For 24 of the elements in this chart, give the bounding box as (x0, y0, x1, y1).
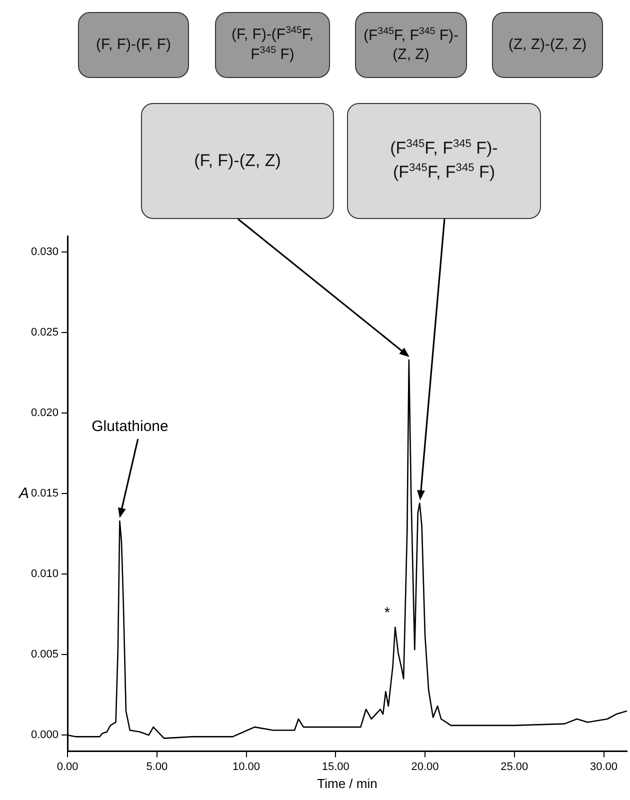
y-tick-label: 0.005 (30, 648, 59, 661)
label-box: (F, F)-(F$^{345}$F, F$^{345}$ F) (215, 12, 330, 78)
label-box: (Z, Z)-(Z, Z) (492, 12, 603, 78)
y-tick-label: 0.010 (30, 568, 59, 580)
x-axis-title: Time / min (317, 776, 378, 791)
x-tick-label: 15.00 (322, 760, 350, 773)
label-box: (F$^{345}$F, F$^{345}$ F)-(Z, Z) (355, 12, 467, 78)
note-text: Glutathione (90, 417, 170, 437)
x-tick-label: 25.00 (500, 760, 528, 773)
x-tick-label: 30.00 (590, 760, 618, 773)
annotation: * (384, 604, 390, 622)
x-tick-label: 10.00 (232, 760, 260, 773)
callout-box: (F$^{345}$F, F$^{345}$ F)-(F$^{345}$F, F$^{345}$ F) (347, 103, 541, 219)
callout-box: (F, F)-(Z, Z) (141, 103, 334, 219)
x-tick-label: 5.00 (146, 760, 168, 773)
y-tick-label: 0.020 (30, 407, 59, 420)
y-tick-label: 0.015 (30, 488, 59, 500)
x-tick-label: 20.00 (411, 760, 439, 773)
y-axis-title: A (18, 484, 30, 502)
label-box: (F, F)-(F, F) (78, 12, 189, 78)
x-tick-label: 0.00 (56, 760, 78, 773)
y-tick-label: 0.025 (30, 326, 59, 339)
y-tick-label: 0.000 (30, 729, 59, 742)
y-tick-label: 0.030 (30, 246, 59, 258)
